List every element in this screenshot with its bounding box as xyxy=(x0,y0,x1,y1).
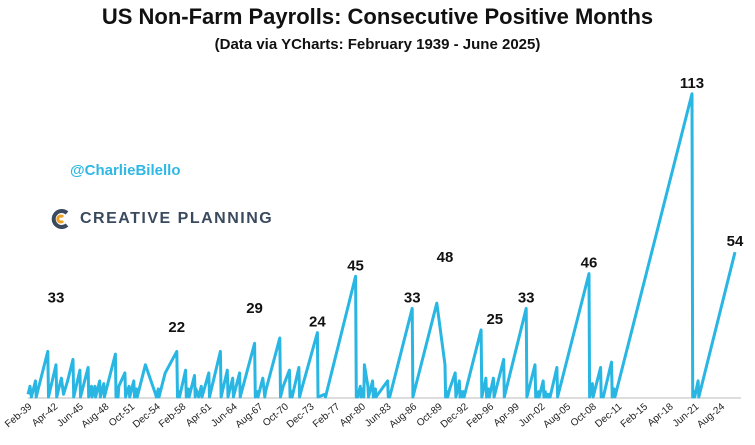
peak-label: 113 xyxy=(680,75,704,92)
chart-title: US Non-Farm Payrolls: Consecutive Positi… xyxy=(101,4,654,29)
peak-label: 22 xyxy=(168,319,185,336)
x-tick-label: Aug-48 xyxy=(80,401,112,430)
peak-label: 45 xyxy=(347,257,364,274)
peak-label: 33 xyxy=(518,289,535,306)
author-handle: @CharlieBilello xyxy=(70,162,181,179)
peak-label: 54 xyxy=(727,233,744,250)
peak-label: 33 xyxy=(404,289,421,306)
peak-label: 24 xyxy=(309,314,326,331)
x-tick-label: Feb-15 xyxy=(619,401,651,430)
x-tick-label: Feb-77 xyxy=(311,401,343,430)
x-tick-label: Dec-73 xyxy=(285,401,317,430)
x-tick-label: Feb-58 xyxy=(157,401,189,430)
peak-label: 33 xyxy=(48,289,65,306)
x-tick-label: Dec-54 xyxy=(131,401,163,430)
x-tick-label: Aug-67 xyxy=(234,401,266,430)
brand-name: CREATIVE PLANNING xyxy=(80,210,274,227)
x-tick-label: Aug-86 xyxy=(387,401,419,430)
peak-label: 48 xyxy=(437,249,454,266)
x-tick-label: Aug-24 xyxy=(695,401,727,430)
x-tick-label: Aug-05 xyxy=(541,401,573,430)
x-tick-label: Apr-80 xyxy=(338,401,368,429)
peak-label: 29 xyxy=(246,300,263,317)
x-tick-label: Apr-99 xyxy=(492,401,522,429)
x-tick-label: Apr-18 xyxy=(646,401,676,429)
x-tick-label: Feb-96 xyxy=(465,401,497,430)
x-tick-label: Apr-42 xyxy=(30,401,60,429)
x-tick-label: Dec-11 xyxy=(593,401,625,430)
series-line-0 xyxy=(26,92,737,399)
x-tick-label: Apr-61 xyxy=(184,401,214,429)
peak-label: 46 xyxy=(581,255,598,272)
chart-subtitle: (Data via YCharts: February 1939 - June … xyxy=(214,36,541,53)
peak-label: 25 xyxy=(486,311,503,328)
creative-planning-logo-icon xyxy=(51,209,69,229)
brand-logo: CREATIVE PLANNING xyxy=(50,208,273,230)
x-tick-label: Dec-92 xyxy=(439,401,471,430)
x-tick-label: Oct-08 xyxy=(569,401,599,429)
x-tick-label: Feb-39 xyxy=(3,401,35,430)
